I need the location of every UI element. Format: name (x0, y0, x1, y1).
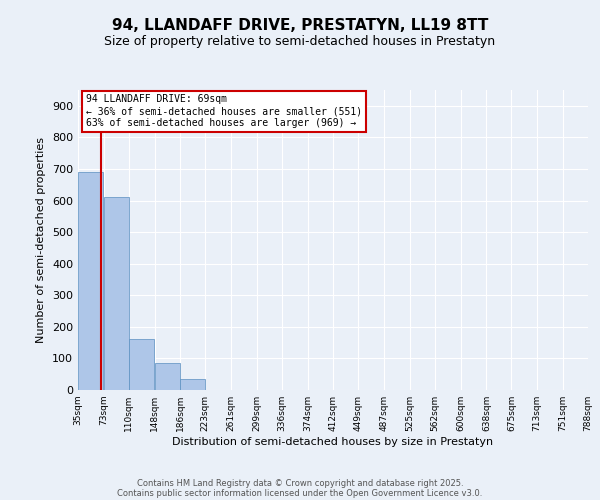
Text: Size of property relative to semi-detached houses in Prestatyn: Size of property relative to semi-detach… (104, 35, 496, 48)
Text: Contains public sector information licensed under the Open Government Licence v3: Contains public sector information licen… (118, 488, 482, 498)
Bar (155, 363, 179, 390)
Text: Contains HM Land Registry data © Crown copyright and database right 2025.: Contains HM Land Registry data © Crown c… (137, 478, 463, 488)
Text: 94 LLANDAFF DRIVE: 69sqm
← 36% of semi-detached houses are smaller (551)
63% of : 94 LLANDAFF DRIVE: 69sqm ← 36% of semi-d… (86, 94, 362, 128)
X-axis label: Distribution of semi-detached houses by size in Prestatyn: Distribution of semi-detached houses by … (172, 437, 494, 447)
Bar (104, 198, 129, 390)
Text: 94, LLANDAFF DRIVE, PRESTATYN, LL19 8TT: 94, LLANDAFF DRIVE, PRESTATYN, LL19 8TT (112, 18, 488, 32)
Bar (78, 172, 103, 390)
Bar (180, 379, 205, 390)
Bar (129, 340, 154, 390)
Y-axis label: Number of semi-detached properties: Number of semi-detached properties (37, 137, 46, 343)
